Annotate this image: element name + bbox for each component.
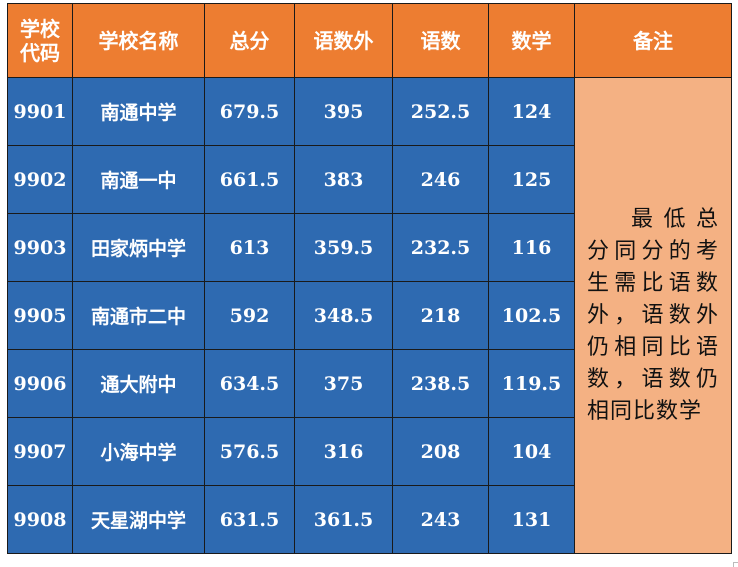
admission-score-table: 学校 代码 学校名称 总分 语数外 语数 数学 备注 9901 南通中学 679… [7, 3, 732, 554]
cell-total-score: 631.5 [204, 485, 295, 554]
cell-math: 131 [488, 485, 575, 554]
cell-math: 116 [488, 213, 575, 282]
cell-school-name: 小海中学 [72, 417, 205, 486]
cell-school-code: 9906 [7, 349, 73, 418]
cell-chinese-math-english: 316 [294, 417, 393, 486]
header-chinese-math-english: 语数外 [294, 3, 393, 78]
cell-school-code: 9901 [7, 77, 73, 146]
table-row: 9902 南通一中 661.5 383 246 125 [7, 145, 732, 214]
cell-total-score: 576.5 [204, 417, 295, 486]
cell-school-code: 9908 [7, 485, 73, 554]
table-row: 9903 田家炳中学 613 359.5 232.5 116 [7, 213, 732, 282]
cell-chinese-math: 218 [392, 281, 489, 350]
table-row: 9901 南通中学 679.5 395 252.5 124 最低总分同分的考生需… [7, 77, 732, 554]
header-school-name: 学校名称 [72, 3, 205, 78]
cell-chinese-math-english: 348.5 [294, 281, 393, 350]
cell-school-code: 9907 [7, 417, 73, 486]
table-row: 9906 通大附中 634.5 375 238.5 119.5 [7, 349, 732, 418]
cell-school-name: 通大附中 [72, 349, 205, 418]
cell-chinese-math-english: 361.5 [294, 485, 393, 554]
header-total-score: 总分 [204, 3, 295, 78]
cell-chinese-math: 208 [392, 417, 489, 486]
cell-total-score: 679.5 [204, 77, 295, 146]
table-row: 9907 小海中学 576.5 316 208 104 [7, 417, 732, 486]
cell-school-code: 9902 [7, 145, 73, 214]
cell-chinese-math: 246 [392, 145, 489, 214]
cell-school-name: 南通一中 [72, 145, 205, 214]
cell-school-name: 南通中学 [72, 77, 205, 146]
cell-school-code: 9905 [7, 281, 73, 350]
cell-total-score: 592 [204, 281, 295, 350]
cell-total-score: 634.5 [204, 349, 295, 418]
cell-total-score: 613 [204, 213, 295, 282]
cell-school-name: 田家炳中学 [72, 213, 205, 282]
cell-chinese-math-english: 383 [294, 145, 393, 214]
header-school-code: 学校 代码 [7, 3, 73, 78]
cell-school-name: 南通市二中 [72, 281, 205, 350]
header-note: 备注 [574, 3, 732, 78]
cell-math: 102.5 [488, 281, 575, 350]
table-row: 9908 天星湖中学 631.5 361.5 243 131 [7, 485, 732, 554]
header-chinese-math: 语数 [392, 3, 489, 78]
cell-math: 104 [488, 417, 575, 486]
cell-chinese-math: 232.5 [392, 213, 489, 282]
cell-school-name: 天星湖中学 [72, 485, 205, 554]
cell-math: 125 [488, 145, 575, 214]
cell-chinese-math: 243 [392, 485, 489, 554]
page-corner-mark [733, 562, 738, 567]
cell-chinese-math-english: 395 [294, 77, 393, 146]
cell-total-score: 661.5 [204, 145, 295, 214]
cell-chinese-math: 252.5 [392, 77, 489, 146]
note-cell: 最低总分同分的考生需比语数外，语数外仍相同比语数，语数仍相同比数学 [574, 77, 732, 554]
cell-math: 119.5 [488, 349, 575, 418]
cell-math: 124 [488, 77, 575, 146]
cell-chinese-math-english: 375 [294, 349, 393, 418]
cell-school-code: 9903 [7, 213, 73, 282]
note-text: 最低总分同分的考生需比语数外，语数外仍相同比语数，语数仍相同比数学 [587, 206, 719, 424]
header-row: 学校 代码 学校名称 总分 语数外 语数 数学 备注 [7, 3, 732, 78]
cell-chinese-math: 238.5 [392, 349, 489, 418]
table-row: 9905 南通市二中 592 348.5 218 102.5 [7, 281, 732, 350]
cell-chinese-math-english: 359.5 [294, 213, 393, 282]
header-math: 数学 [488, 3, 575, 78]
